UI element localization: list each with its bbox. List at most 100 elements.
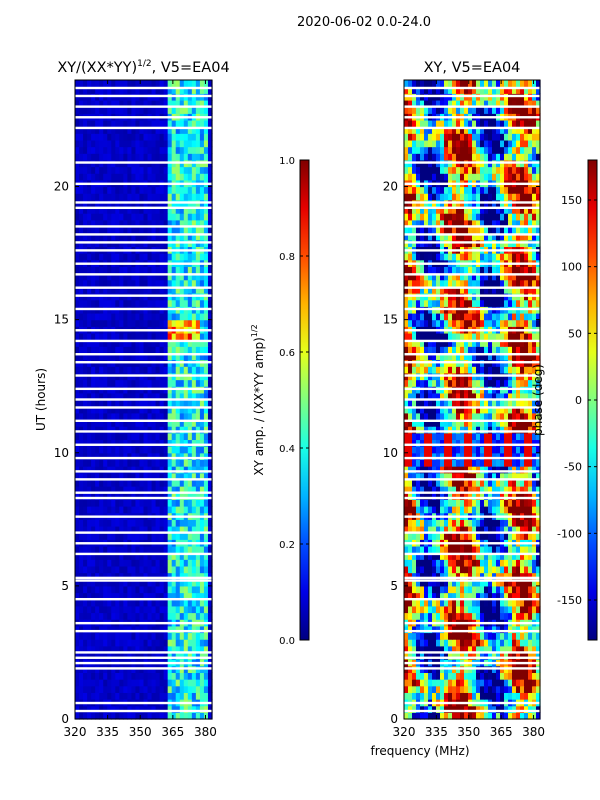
heatmap-cell <box>83 346 88 354</box>
heatmap-cell <box>95 332 100 341</box>
heatmap-cell <box>488 486 493 494</box>
heatmap-cell <box>163 486 169 494</box>
heatmap-cell <box>480 439 485 447</box>
heatmap-cell <box>87 712 92 720</box>
heatmap-cell <box>191 506 197 514</box>
heatmap-cell <box>536 705 541 713</box>
heatmap-cell <box>412 685 417 693</box>
heatmap-cell <box>151 506 157 514</box>
colorbar-tick-label: 1.0 <box>279 156 295 167</box>
heatmap-cell <box>508 492 513 500</box>
heatmap-cell <box>135 519 141 527</box>
heatmap-cell <box>420 552 425 560</box>
heatmap-cell <box>436 446 441 454</box>
heatmap-cell <box>155 299 161 307</box>
heatmap-cell <box>167 352 173 361</box>
heatmap-cell <box>179 99 185 108</box>
heatmap-cell <box>500 519 505 527</box>
heatmap-cell <box>99 592 104 600</box>
heatmap-cell <box>436 559 441 567</box>
heatmap-cell <box>159 133 165 141</box>
heatmap-cell <box>456 612 461 620</box>
heatmap-cell <box>187 379 193 387</box>
heatmap-cell <box>484 426 489 434</box>
heatmap-cell <box>444 672 449 680</box>
heatmap-cell <box>464 486 469 494</box>
heatmap-cell <box>175 233 181 241</box>
heatmap-cell <box>472 672 477 680</box>
heatmap-cell <box>87 565 92 574</box>
flagged-row <box>75 470 212 473</box>
heatmap-cell <box>159 679 165 687</box>
heatmap-cell <box>147 133 153 141</box>
heatmap-cell <box>408 632 413 640</box>
heatmap-cell <box>207 639 213 647</box>
heatmap-cell <box>99 625 104 634</box>
heatmap-cell <box>476 452 481 461</box>
heatmap-cell <box>183 99 189 108</box>
heatmap-cell <box>135 492 141 500</box>
heatmap-cell <box>195 406 201 414</box>
heatmap-cell <box>151 266 157 274</box>
heatmap-cell <box>472 652 477 660</box>
flagged-row <box>75 576 212 580</box>
heatmap-cell <box>139 392 145 401</box>
flagged-row <box>75 456 212 460</box>
heatmap-cell <box>187 652 193 660</box>
heatmap-cell <box>496 672 501 680</box>
heatmap-cell <box>107 679 112 687</box>
heatmap-cell <box>404 399 409 407</box>
heatmap-cell <box>508 652 513 660</box>
heatmap-cell <box>131 419 137 427</box>
heatmap-cell <box>420 452 425 461</box>
heatmap-cell <box>468 679 473 687</box>
heatmap-cell <box>83 193 88 201</box>
heatmap-cell <box>75 472 80 480</box>
heatmap-cell <box>460 492 465 500</box>
heatmap-cell <box>203 219 209 228</box>
heatmap-cell <box>432 565 437 574</box>
heatmap-cell <box>123 80 128 88</box>
heatmap-cell <box>203 226 209 234</box>
heatmap-cell <box>199 80 205 88</box>
heatmap-cell <box>536 459 541 467</box>
heatmap-cell <box>488 545 493 554</box>
heatmap-cell <box>75 579 80 587</box>
heatmap-cell <box>135 632 141 640</box>
heatmap-cell <box>191 352 197 361</box>
heatmap-cell <box>103 319 108 327</box>
heatmap-cell <box>476 406 481 414</box>
heatmap-cell <box>512 625 517 634</box>
heatmap-cell <box>111 652 116 660</box>
heatmap-cell <box>448 605 453 614</box>
heatmap-cell <box>147 432 153 441</box>
heatmap-cell <box>195 559 201 567</box>
heatmap-cell <box>75 226 80 234</box>
heatmap-cell <box>83 286 88 294</box>
heatmap-cell <box>508 439 513 447</box>
heatmap-cell <box>496 605 501 614</box>
heatmap-cell <box>436 552 441 560</box>
heatmap-cell <box>123 399 128 407</box>
heatmap-cell <box>159 452 165 461</box>
heatmap-cell <box>464 692 469 700</box>
heatmap-cell <box>111 286 116 294</box>
heatmap-cell <box>476 499 481 507</box>
heatmap-cell <box>207 399 213 407</box>
heatmap-cell <box>103 86 108 94</box>
heatmap-cell <box>468 672 473 680</box>
heatmap-cell <box>83 80 88 88</box>
heatmap-cell <box>107 419 112 427</box>
heatmap-cell <box>123 652 128 660</box>
heatmap-cell <box>103 672 108 680</box>
heatmap-cell <box>460 552 465 560</box>
heatmap-cell <box>175 486 181 494</box>
heatmap-cell <box>163 253 169 261</box>
heatmap-cell <box>207 419 213 427</box>
heatmap-cell <box>127 219 133 228</box>
heatmap-cell <box>187 559 193 567</box>
heatmap-cell <box>119 279 124 287</box>
heatmap-cell <box>179 459 185 467</box>
heatmap-cell <box>191 106 197 114</box>
heatmap-cell <box>115 572 120 580</box>
